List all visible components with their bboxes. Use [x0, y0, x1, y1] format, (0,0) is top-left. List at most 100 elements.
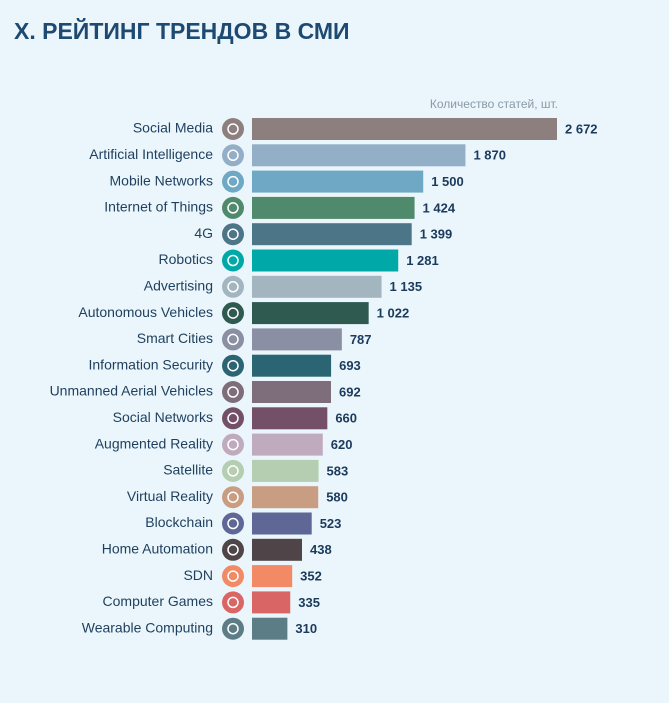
icon — [222, 407, 244, 430]
icon-inner — [227, 254, 239, 267]
value-label: 1 870 — [473, 148, 506, 163]
bar — [252, 407, 328, 430]
bar — [252, 249, 399, 272]
category-label: Wearable Computing — [82, 619, 213, 635]
icon — [222, 118, 244, 140]
category-label: Autonomous Vehicles — [78, 304, 213, 320]
value-label: 580 — [326, 490, 348, 505]
bar — [252, 538, 302, 561]
category-label: Virtual Reality — [127, 488, 213, 504]
icon-inner — [227, 570, 239, 582]
icon-inner — [227, 438, 239, 451]
axis-label: Количество статей, шт. — [430, 97, 558, 111]
bar — [252, 275, 382, 298]
bar — [252, 328, 342, 351]
value-label: 1 022 — [377, 306, 410, 321]
icon — [222, 433, 244, 456]
category-label: Social Networks — [113, 409, 213, 425]
icon-inner — [227, 622, 239, 635]
icon-inner — [227, 544, 239, 556]
icon-inner — [227, 386, 239, 398]
category-label: Advertising — [144, 278, 213, 294]
icon — [222, 328, 244, 351]
bar — [252, 512, 312, 535]
category-label: Robotics — [159, 251, 213, 267]
icon-inner — [227, 175, 239, 188]
bar — [252, 459, 319, 482]
icon-inner — [227, 596, 239, 609]
icon — [222, 381, 244, 403]
bar — [252, 354, 332, 377]
bar — [252, 196, 415, 219]
bar — [252, 302, 369, 325]
icon-inner — [227, 149, 239, 162]
icon — [222, 354, 244, 377]
icon — [222, 144, 244, 167]
icon — [222, 617, 244, 640]
value-label: 310 — [295, 621, 317, 636]
icon — [222, 486, 244, 509]
value-label: 583 — [327, 463, 349, 478]
icon — [222, 302, 244, 325]
icon — [222, 512, 244, 535]
value-label: 660 — [335, 411, 357, 426]
icon-inner — [227, 202, 239, 214]
bar — [252, 144, 466, 167]
value-label: 692 — [339, 384, 361, 399]
icon-inner — [227, 228, 239, 240]
value-label: 1 500 — [431, 174, 464, 189]
icon — [222, 275, 244, 298]
value-label: 1 424 — [423, 200, 456, 215]
icon-inner — [227, 517, 239, 530]
icon — [222, 459, 244, 482]
icon — [222, 170, 244, 193]
category-label: SDN — [183, 567, 213, 583]
category-label: Mobile Networks — [110, 172, 213, 188]
value-label: 1 281 — [406, 253, 439, 268]
bar — [252, 591, 291, 614]
value-label: 438 — [310, 542, 332, 557]
value-label: 787 — [350, 332, 372, 347]
icon — [222, 196, 244, 219]
bar — [252, 565, 293, 588]
value-label: 1 399 — [420, 227, 453, 242]
icon — [222, 223, 244, 246]
bar — [252, 433, 323, 456]
bar — [252, 170, 424, 193]
icon-inner — [227, 465, 239, 477]
bar — [252, 118, 557, 140]
value-label: 693 — [339, 358, 361, 373]
category-label: Blockchain — [145, 514, 213, 530]
icon-inner — [227, 359, 239, 372]
category-label: Computer Games — [103, 593, 213, 609]
chart-title: X. РЕЙТИНГ ТРЕНДОВ В СМИ — [14, 17, 350, 44]
bar — [252, 223, 412, 246]
value-label: 335 — [298, 595, 320, 610]
category-label: Smart Cities — [137, 330, 213, 346]
category-label: Internet of Things — [104, 199, 213, 215]
bar — [252, 381, 331, 403]
value-label: 1 135 — [390, 279, 423, 294]
icon-inner — [227, 307, 239, 319]
icon — [222, 249, 244, 272]
value-label: 352 — [300, 569, 322, 584]
icon-inner — [227, 123, 239, 135]
icon-inner — [227, 491, 239, 503]
value-label: 523 — [320, 516, 342, 531]
icon — [222, 538, 244, 561]
icon-inner — [227, 412, 239, 425]
value-label: 2 672 — [565, 121, 598, 136]
icon-inner — [227, 281, 239, 293]
category-label: Satellite — [163, 462, 213, 478]
icon — [222, 591, 244, 614]
category-label: 4G — [194, 225, 213, 241]
bar — [252, 486, 319, 509]
category-label: Unmanned Aerial Vehicles — [50, 383, 213, 399]
category-label: Augmented Reality — [95, 435, 213, 451]
category-label: Information Security — [89, 356, 214, 372]
category-label: Home Automation — [102, 541, 213, 557]
icon-inner — [227, 333, 239, 346]
